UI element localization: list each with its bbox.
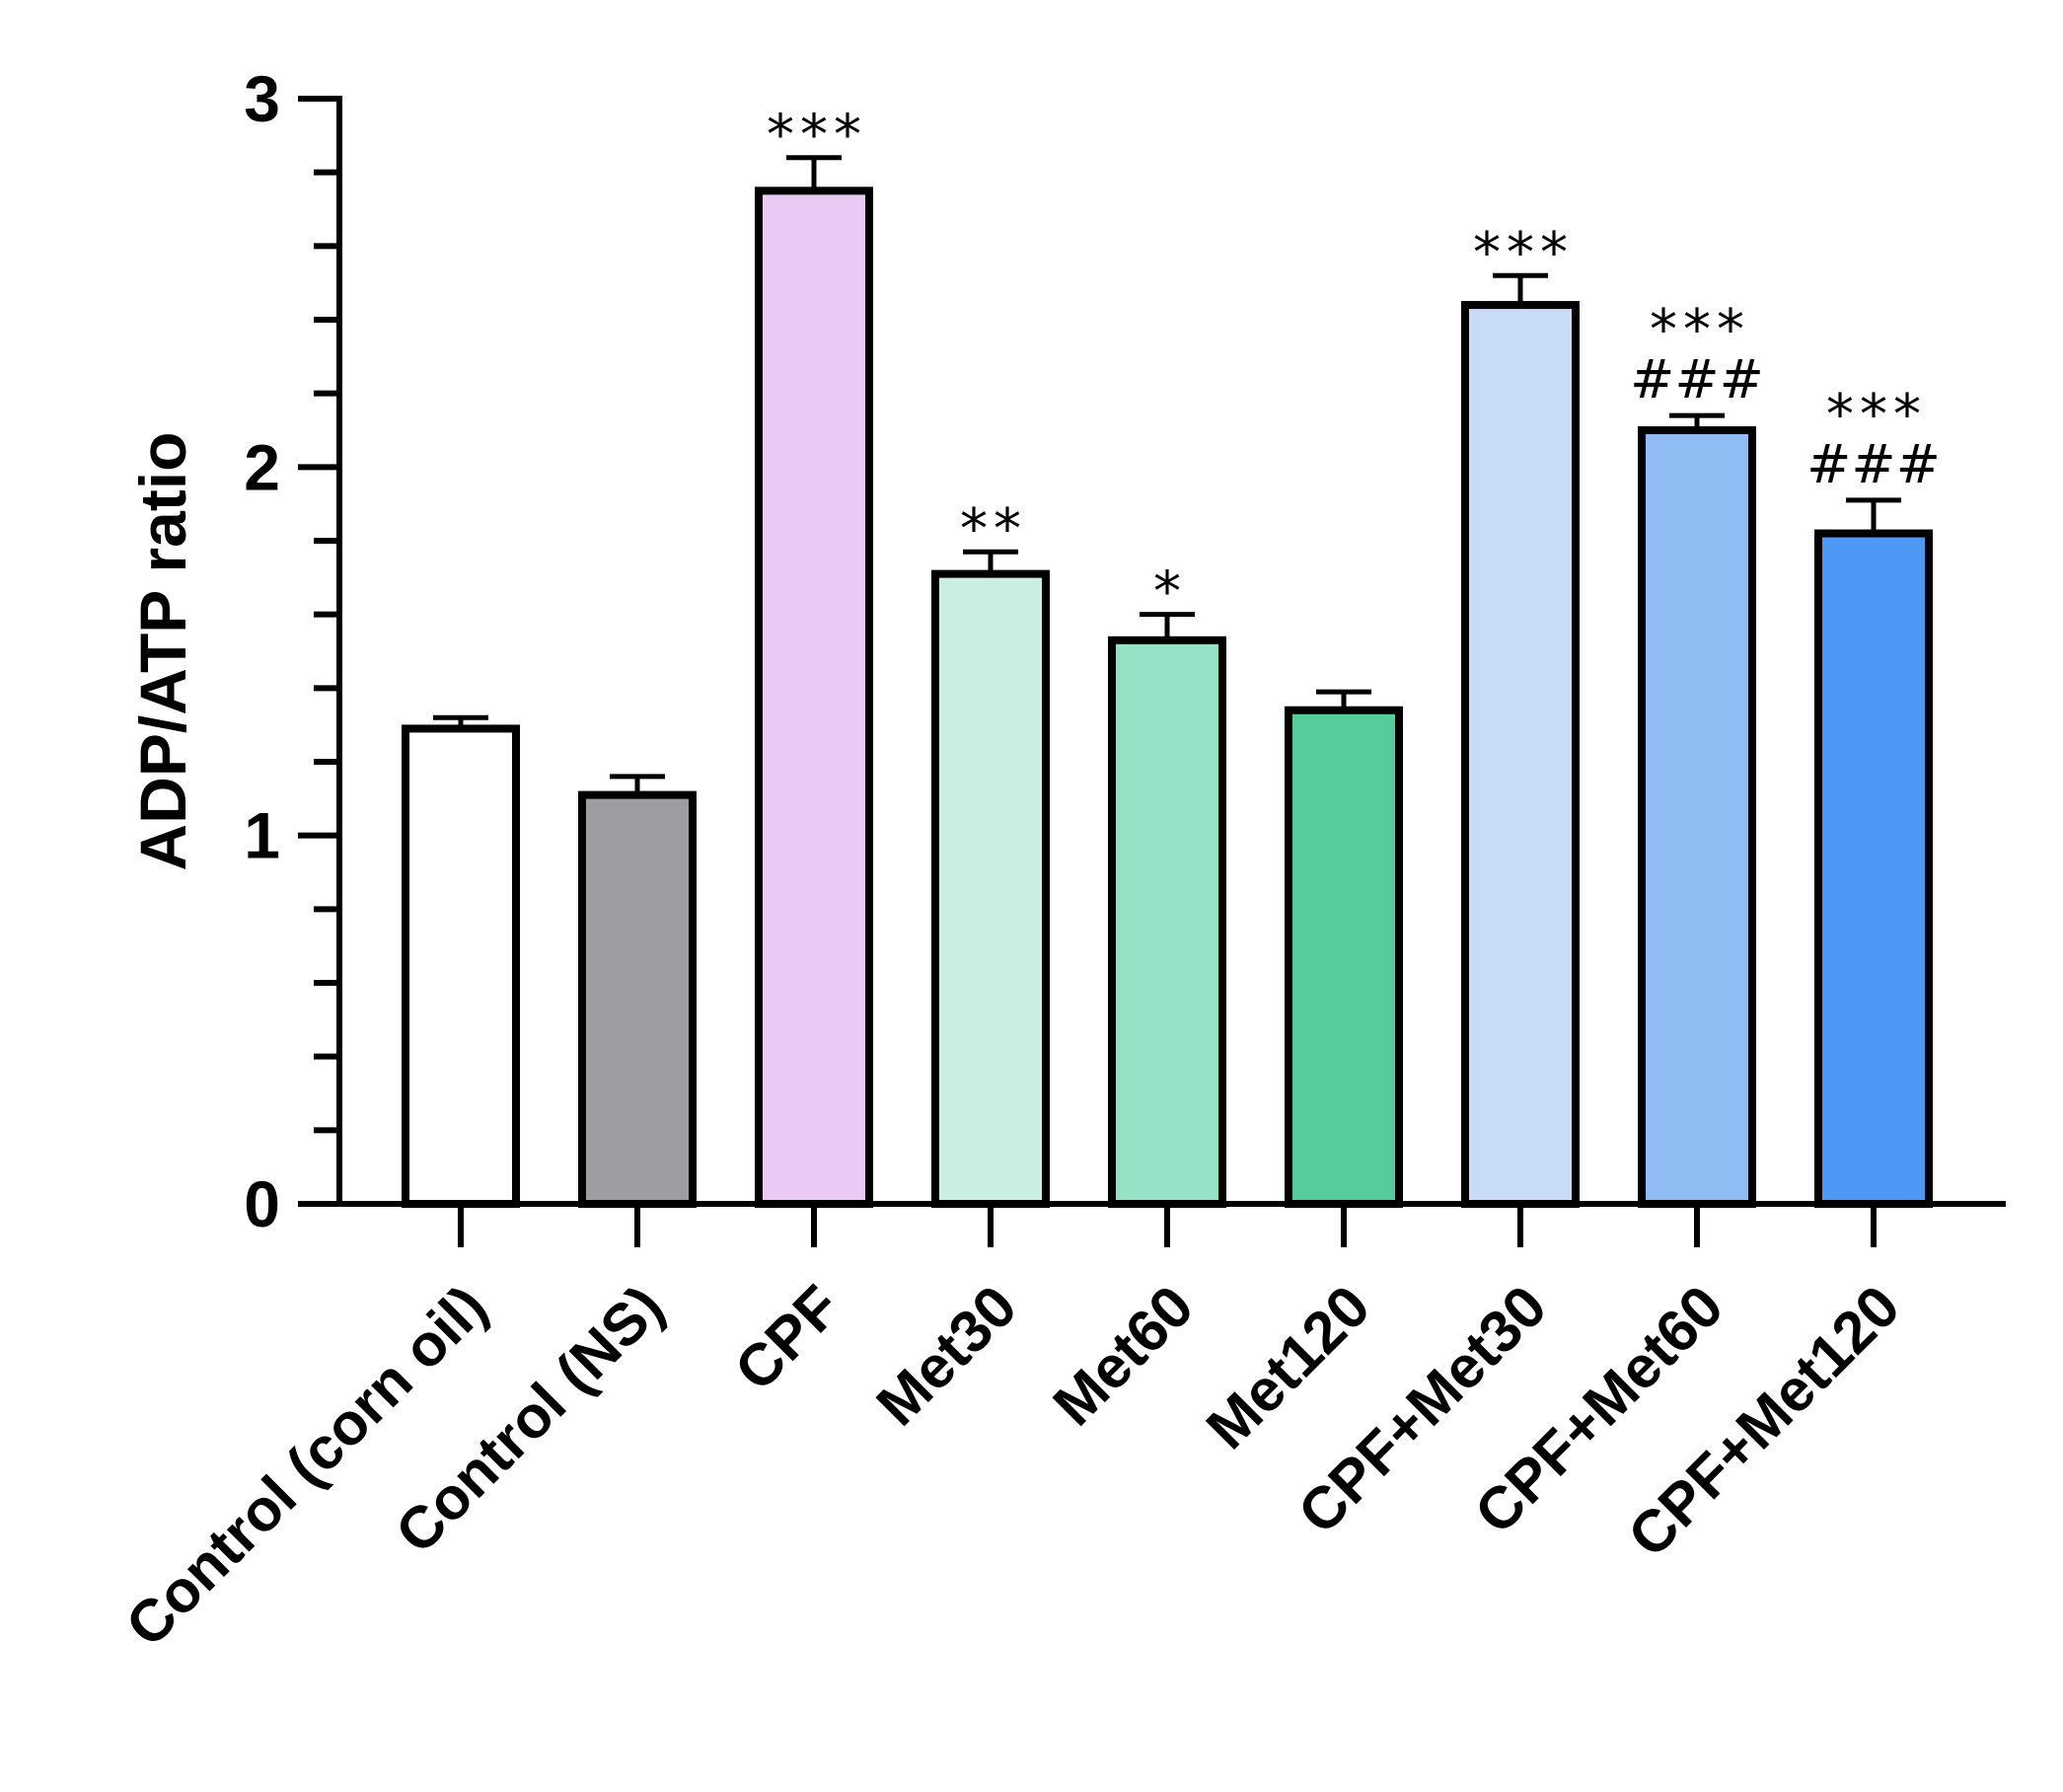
significance-vs-cpf: ### xyxy=(1806,433,1941,495)
x-tick-label: CPF xyxy=(722,1273,852,1403)
significance-stars: *** xyxy=(767,104,867,168)
significance-annotations: *********###***###*** xyxy=(767,104,1941,625)
significance-vs-cpf: ### xyxy=(1630,348,1764,411)
bar xyxy=(755,187,873,1208)
y-axis-label: ADP/ATP ratio xyxy=(126,432,199,871)
x-axis: Control (corn oil)Control (NS) CPF Met30 Me… xyxy=(113,1201,2006,1659)
bar xyxy=(1461,301,1580,1209)
y-axis: 0 1 2 3 xyxy=(244,62,342,1240)
bar xyxy=(1814,529,1933,1208)
y-tick-label: 3 xyxy=(244,62,280,135)
bar xyxy=(931,569,1050,1208)
significance-stars: *** xyxy=(1826,383,1927,447)
x-tick-label: Met60 xyxy=(1041,1273,1207,1439)
y-tick-label: 2 xyxy=(244,430,280,503)
significance-stars: *** xyxy=(1473,221,1574,285)
y-tick-label: 0 xyxy=(244,1167,280,1240)
bars xyxy=(402,155,1933,1209)
bar xyxy=(1108,635,1226,1208)
significance-stars: * xyxy=(1153,560,1187,625)
y-tick-label: 1 xyxy=(244,799,280,872)
bar xyxy=(402,724,520,1209)
x-tick-label: Met30 xyxy=(864,1273,1030,1439)
bar xyxy=(1285,706,1403,1208)
significance-stars: *** xyxy=(1650,298,1750,362)
significance-stars: ** xyxy=(960,497,1027,561)
bar xyxy=(578,790,697,1208)
bar xyxy=(1638,426,1756,1208)
